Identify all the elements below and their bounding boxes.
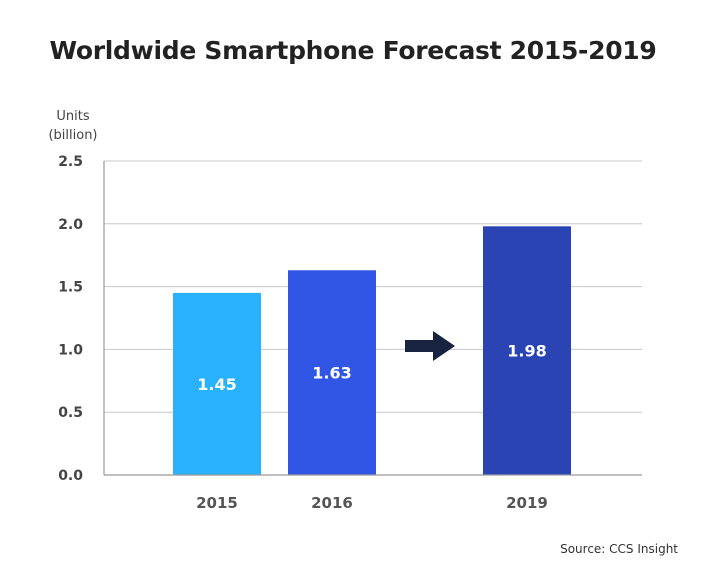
right-arrow-icon [405,331,455,361]
y-tick-label: 0.0 [58,468,83,484]
x-tick-label-2019: 2019 [506,494,548,512]
annotation [405,331,455,361]
y-axis-label-units: Units [56,109,90,124]
chart-title: Worldwide Smartphone Forecast 2015-2019 [49,36,657,65]
bar-2016 [288,270,376,475]
y-tick-labels: 0.0 0.5 1.0 1.5 2.0 2.5 [58,154,83,484]
source-note: Source: CCS Insight [560,542,678,556]
x-tick-label-2016: 2016 [311,494,353,512]
bars [173,226,571,475]
bar-2019 [483,226,571,475]
bar-2015 [173,292,261,475]
data-label-2015: 1.45 [197,375,236,394]
y-tick-label: 2.5 [58,154,83,170]
x-tick-labels: 2015 2016 2019 [196,494,548,512]
y-tick-label: 1.5 [58,280,83,296]
data-label-2016: 1.63 [312,364,351,383]
data-label-2019: 1.98 [507,342,546,361]
y-axis-label: Units (billion) [44,107,102,145]
y-tick-label: 1.0 [58,342,83,358]
x-tick-label-2015: 2015 [196,494,238,512]
axes [103,161,642,476]
y-tick-label: 2.0 [58,217,83,233]
y-axis-label-unit-scale: (billion) [48,128,98,143]
data-labels: 1.45 1.63 1.98 [197,342,546,394]
y-tick-label: 0.5 [58,405,83,421]
